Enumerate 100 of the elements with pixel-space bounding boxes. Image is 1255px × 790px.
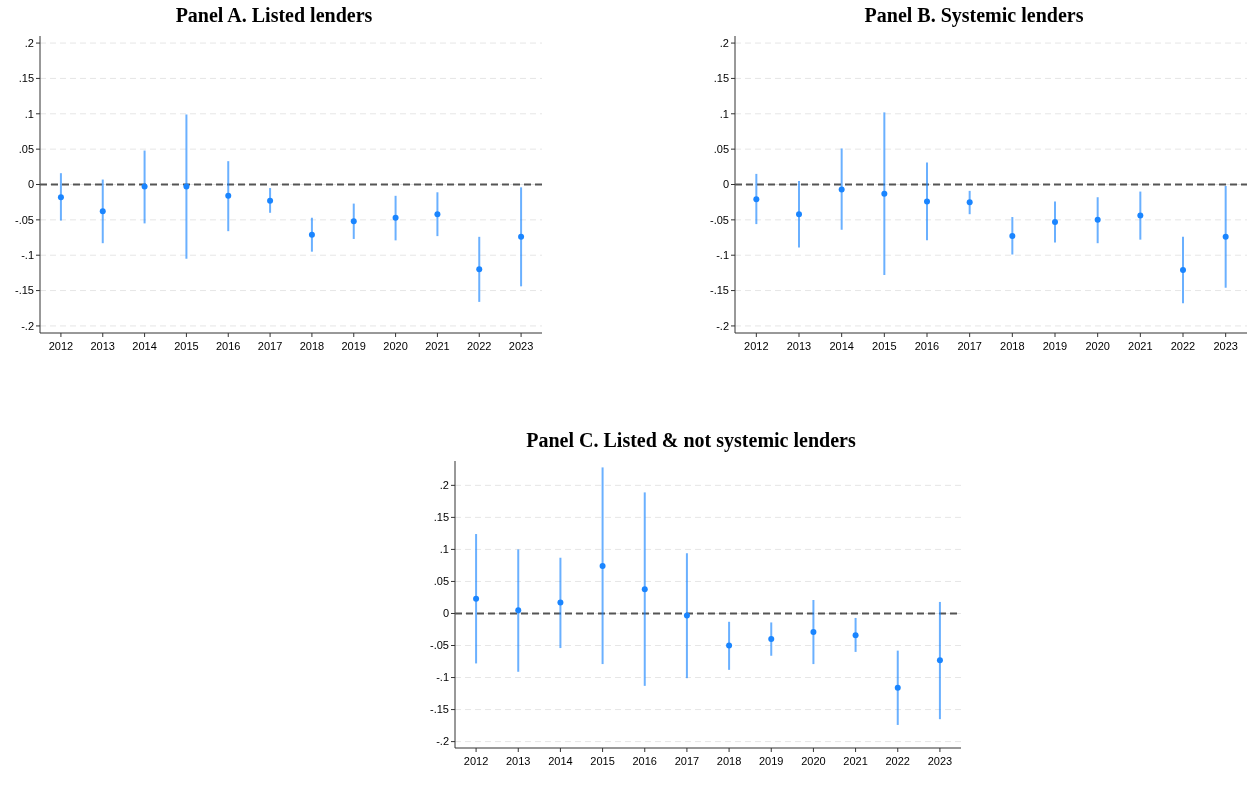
point xyxy=(726,642,733,649)
y-tick-label: -.2 xyxy=(21,319,34,332)
y-tick-label: -.05 xyxy=(430,639,449,652)
point xyxy=(1222,233,1229,240)
x-tick-label: 2017 xyxy=(674,755,700,767)
y-tick-label: .05 xyxy=(433,575,449,588)
x-tick-label: 2012 xyxy=(744,340,769,352)
x-tick-label: 2012 xyxy=(463,755,489,767)
x-tick-label: 2016 xyxy=(216,340,241,352)
y-tick-label: -.05 xyxy=(710,213,729,226)
x-tick-label: 2019 xyxy=(759,755,784,767)
y-tick-label: .2 xyxy=(439,479,449,492)
point xyxy=(1094,216,1101,223)
chart-title: Panel B. Systemic lenders xyxy=(864,4,1084,27)
x-tick-label: 2020 xyxy=(1085,340,1110,352)
x-tick-label: 2021 xyxy=(425,340,450,352)
y-tick-label: .1 xyxy=(719,107,729,120)
y-tick-label: -.15 xyxy=(710,284,729,297)
x-tick-label: 2023 xyxy=(508,340,534,352)
x-tick-label: 2023 xyxy=(1213,340,1238,352)
y-tick-label: -.1 xyxy=(21,249,34,262)
y-tick-label: .15 xyxy=(713,72,729,85)
point xyxy=(852,632,859,639)
x-tick-label: 2022 xyxy=(467,340,492,352)
y-tick-label: .1 xyxy=(439,543,449,556)
point xyxy=(267,197,274,204)
x-tick-label: 2013 xyxy=(90,340,115,352)
y-tick-label: -.15 xyxy=(430,703,449,716)
point xyxy=(473,595,480,602)
x-tick-label: 2012 xyxy=(48,340,74,352)
y-tick-label: .1 xyxy=(24,107,34,120)
point xyxy=(753,196,760,203)
point xyxy=(57,194,64,201)
point xyxy=(141,183,148,190)
y-tick-label: 0 xyxy=(442,607,449,620)
y-tick-label: -.15 xyxy=(15,284,34,297)
x-tick-label: 2021 xyxy=(1128,340,1153,352)
y-tick-label: .15 xyxy=(433,511,449,524)
x-tick-label: 2022 xyxy=(1170,340,1196,352)
point xyxy=(966,199,973,206)
y-tick-label: -.1 xyxy=(716,249,729,262)
x-tick-label: 2023 xyxy=(927,755,953,767)
x-tick-label: 2018 xyxy=(299,340,325,352)
point xyxy=(434,211,441,218)
x-tick-label: 2015 xyxy=(590,755,615,767)
point xyxy=(225,192,232,199)
x-tick-label: 2022 xyxy=(885,755,910,767)
x-tick-label: 2019 xyxy=(1042,340,1068,352)
x-tick-label: 2015 xyxy=(872,340,897,352)
point xyxy=(768,636,775,643)
y-tick-label: .2 xyxy=(719,36,729,49)
x-tick-label: 2013 xyxy=(786,340,812,352)
point xyxy=(557,599,564,606)
y-tick-label: .15 xyxy=(18,72,34,85)
point xyxy=(518,233,525,240)
x-tick-label: 2014 xyxy=(132,340,157,352)
point xyxy=(796,211,802,218)
y-tick-label: .2 xyxy=(24,36,34,49)
point xyxy=(641,586,648,593)
point xyxy=(308,231,315,238)
point xyxy=(99,208,106,215)
point xyxy=(515,607,522,614)
y-tick-label: -.05 xyxy=(15,213,34,226)
y-tick-label: -.2 xyxy=(716,319,729,332)
point xyxy=(392,214,399,221)
x-tick-label: 2014 xyxy=(548,755,573,767)
point xyxy=(936,657,943,664)
point xyxy=(810,629,817,636)
x-tick-label: 2021 xyxy=(843,755,868,767)
point xyxy=(881,190,888,197)
x-tick-label: 2019 xyxy=(341,340,366,352)
point xyxy=(183,183,190,190)
x-tick-label: 2016 xyxy=(914,340,940,352)
x-tick-label: 2020 xyxy=(383,340,408,352)
x-tick-label: 2020 xyxy=(801,755,826,767)
point xyxy=(1180,267,1186,274)
chart-title: Panel A. Listed lenders xyxy=(175,4,373,26)
x-tick-label: 2013 xyxy=(506,755,531,767)
point xyxy=(1009,233,1016,240)
point xyxy=(476,266,483,273)
y-tick-label: 0 xyxy=(722,178,729,191)
x-tick-label: 2017 xyxy=(957,340,982,352)
y-tick-label: .05 xyxy=(713,142,729,155)
point xyxy=(683,612,690,619)
point xyxy=(1137,212,1144,219)
x-tick-label: 2018 xyxy=(1000,340,1025,352)
point xyxy=(599,563,606,570)
point xyxy=(1052,218,1058,225)
point xyxy=(894,684,901,691)
x-tick-label: 2018 xyxy=(716,755,742,767)
point xyxy=(350,218,357,225)
x-tick-label: 2017 xyxy=(257,340,283,352)
chart-title: Panel C. Listed & not systemic lenders xyxy=(526,429,856,452)
point xyxy=(838,186,845,193)
x-tick-label: 2015 xyxy=(174,340,199,352)
y-tick-label: -.1 xyxy=(436,671,449,684)
x-tick-label: 2014 xyxy=(829,340,854,352)
y-tick-label: 0 xyxy=(27,178,34,191)
point xyxy=(924,198,930,205)
y-tick-label: .05 xyxy=(18,142,34,155)
